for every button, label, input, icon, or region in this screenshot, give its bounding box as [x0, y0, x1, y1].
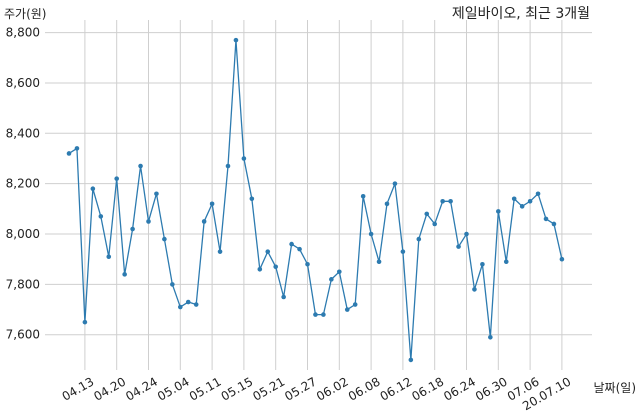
y-tick-label: 8,600 [6, 76, 40, 90]
price-point [114, 176, 119, 181]
price-point [74, 146, 80, 151]
y-tick-label: 7,800 [6, 277, 40, 291]
price-point [472, 287, 477, 292]
price-point [543, 216, 549, 222]
price-point [178, 304, 183, 310]
price-point [344, 307, 350, 312]
price-point [503, 259, 509, 265]
price-point [384, 201, 390, 207]
x-tick-label: 06.30 [473, 374, 510, 403]
price-point [154, 191, 159, 197]
price-point [432, 221, 438, 227]
price-point [400, 249, 406, 254]
y-tick-label: 8,400 [6, 126, 40, 140]
price-point [480, 261, 485, 267]
price-point [321, 312, 326, 317]
price-point [249, 196, 255, 202]
price-point [162, 236, 167, 242]
price-point [82, 319, 88, 325]
price-point [440, 198, 445, 204]
price-point [392, 181, 398, 186]
price-point [496, 209, 501, 214]
price-point [265, 249, 271, 254]
price-point [257, 266, 263, 272]
price-point [201, 219, 207, 224]
price-point [66, 151, 72, 156]
price-point [337, 269, 342, 275]
y-tick-label: 8,000 [6, 227, 40, 241]
price-point [106, 254, 112, 259]
price-line [68, 40, 563, 360]
x-tick-label: 04.24 [123, 374, 160, 403]
price-point [424, 211, 430, 217]
price-point [98, 214, 104, 219]
x-tick-label: 04.13 [60, 374, 97, 403]
price-point [146, 219, 151, 224]
x-tick-label: 06.18 [409, 374, 446, 403]
price-point [535, 191, 541, 197]
price-point [217, 249, 223, 254]
price-point [225, 163, 231, 169]
y-tick-label: 8,200 [6, 177, 40, 191]
price-point [352, 302, 358, 307]
x-tick-label: 06.12 [378, 374, 415, 403]
x-tick-label: 05.27 [282, 374, 319, 403]
price-point [130, 226, 135, 232]
price-point [138, 163, 143, 169]
price-point [416, 236, 422, 242]
price-point [360, 193, 366, 199]
x-tick-label: 05.21 [250, 374, 287, 403]
chart-title: 제일바이오, 최근 3개월 [452, 6, 590, 22]
price-point [122, 272, 127, 277]
price-point [297, 246, 302, 252]
price-point [170, 282, 175, 287]
x-tick-label: 05.04 [155, 374, 192, 403]
price-point [376, 259, 382, 265]
price-point [241, 156, 247, 161]
price-point [289, 241, 294, 247]
price-point [559, 256, 565, 262]
price-point [90, 186, 96, 192]
x-tick-label: 04.20 [91, 374, 128, 403]
price-point [488, 334, 493, 340]
y-tick-label: 7,600 [6, 328, 40, 342]
x-tick-label: 06.24 [441, 374, 478, 403]
price-point [511, 196, 517, 202]
x-tick-label: 05.11 [187, 374, 224, 403]
x-tick-label: 05.15 [219, 374, 256, 403]
price-point [527, 198, 533, 204]
price-point [273, 264, 279, 270]
price-point [519, 204, 525, 209]
price-point [448, 198, 453, 204]
price-point [185, 299, 191, 305]
y-axis-label: 주가(원) [4, 7, 46, 21]
price-point [209, 201, 215, 207]
price-point [329, 277, 334, 282]
x-tick-label: 06.02 [314, 374, 351, 403]
price-point [408, 357, 414, 363]
x-axis-label: 날짜(일) [594, 381, 636, 395]
price-point [233, 37, 239, 43]
price-point [551, 221, 557, 227]
y-tick-label: 8,800 [6, 26, 40, 40]
price-point [368, 231, 374, 237]
price-point [313, 312, 318, 317]
price-point [281, 294, 286, 300]
price-point [193, 302, 199, 307]
price-point [464, 231, 469, 237]
price-point [456, 244, 461, 249]
x-tick-label: 06.08 [346, 374, 383, 403]
price-point [305, 261, 310, 267]
